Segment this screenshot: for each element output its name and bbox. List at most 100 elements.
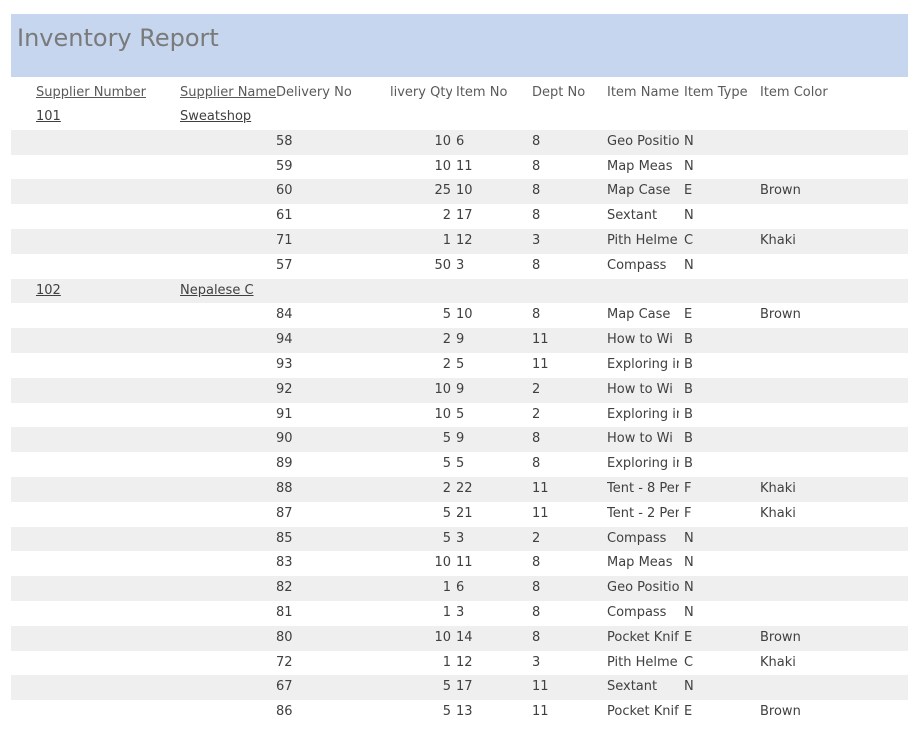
delivery-no-cell: 60 [276, 183, 293, 199]
dept-no-cell: 2 [532, 406, 541, 422]
item-type-cell: N [684, 605, 694, 620]
delivery-qty-cell: 10 [434, 133, 451, 149]
item-type-cell: E [684, 307, 693, 323]
item-no-cell: 10 [456, 183, 473, 199]
item-type-cell: N [684, 158, 694, 174]
delivery-qty-cell: 10 [434, 555, 451, 571]
dept-no-cell: 3 [532, 654, 541, 670]
item-no-cell: 11 [456, 158, 473, 174]
delivery-qty-cell: 10 [434, 381, 451, 397]
delivery-no-cell: 71 [276, 233, 293, 248]
table-row [11, 526, 908, 552]
item-type-cell: B [684, 456, 693, 472]
item-type-cell: N [684, 257, 694, 273]
item-name-cell: Map Meas [607, 555, 673, 571]
item-type-cell: B [684, 357, 693, 372]
dept-no-cell: 8 [532, 580, 541, 596]
delivery-qty-cell: 10 [434, 629, 451, 645]
table-row [11, 377, 908, 403]
delivery-no-cell: 61 [276, 208, 293, 224]
header-supplier-name[interactable]: Supplier Name [180, 85, 277, 100]
delivery-qty-cell: 5 [442, 530, 451, 546]
dept-no-cell: 2 [532, 381, 541, 397]
item-name-cell: Compass [607, 530, 667, 546]
item-type-cell: B [684, 381, 693, 397]
dept-no-cell: 8 [532, 456, 541, 472]
item-no-cell: 17 [456, 208, 473, 224]
item-name-cell: Compass [607, 605, 667, 620]
delivery-qty-cell: 2 [442, 357, 451, 372]
delivery-qty-cell: 5 [442, 307, 451, 323]
item-color-cell: Brown [760, 307, 801, 323]
item-type-cell: B [684, 332, 693, 348]
delivery-no-cell: 57 [276, 257, 293, 273]
dept-no-cell: 11 [532, 357, 549, 372]
delivery-no-cell: 86 [276, 704, 293, 720]
delivery-qty-cell: 10 [434, 406, 451, 422]
dept-no-cell: 8 [532, 158, 541, 174]
delivery-qty-cell: 50 [434, 257, 451, 273]
item-no-cell: 17 [456, 679, 473, 695]
delivery-no-cell: 88 [276, 481, 293, 496]
header-item-name: Item Name [607, 85, 680, 100]
table-row [11, 675, 908, 701]
dept-no-cell: 8 [532, 183, 541, 199]
item-type-cell: N [684, 555, 694, 571]
dept-no-cell: 11 [532, 679, 549, 695]
item-name-cell: Exploring in [607, 406, 679, 422]
table-row [11, 427, 908, 453]
dept-no-cell: 11 [532, 332, 549, 348]
delivery-no-cell: 91 [276, 406, 293, 422]
supplier-name-link[interactable]: Nepalese C [180, 282, 254, 298]
item-no-cell: 5 [456, 357, 465, 372]
item-type-cell: N [684, 208, 694, 224]
table-row [11, 328, 908, 353]
table-row [11, 477, 908, 502]
header-dept-no: Dept No [532, 85, 586, 100]
item-no-cell: 9 [456, 381, 465, 397]
item-no-cell: 21 [456, 505, 473, 521]
delivery-no-cell: 58 [276, 133, 293, 149]
delivery-no-cell: 90 [276, 431, 293, 447]
group-header-row [11, 278, 908, 304]
delivery-no-cell: 81 [276, 605, 293, 620]
item-no-cell: 3 [456, 605, 465, 620]
item-name-cell: Sextant [607, 208, 658, 224]
delivery-qty-cell: 1 [442, 654, 451, 670]
header-delivery-no: Delivery No [276, 85, 352, 100]
supplier-number-link[interactable]: 102 [36, 282, 61, 298]
report-header-band: Inventory Report [11, 14, 908, 77]
item-name-cell: How to Wi [607, 381, 673, 397]
dept-no-cell: 8 [532, 208, 541, 224]
item-no-cell: 10 [456, 307, 473, 323]
header-item-no: Item No [456, 85, 508, 100]
item-no-cell: 6 [456, 133, 465, 149]
supplier-name-link[interactable]: Sweatshop [180, 109, 252, 124]
item-no-cell: 9 [456, 431, 465, 447]
delivery-no-cell: 67 [276, 679, 293, 695]
table-row [11, 625, 908, 651]
item-type-cell: E [684, 704, 693, 720]
item-name-cell: Compass [607, 257, 667, 273]
item-type-cell: B [684, 431, 693, 447]
item-type-cell: C [684, 233, 694, 248]
item-type-cell: N [684, 580, 694, 596]
item-color-cell: Khaki [760, 654, 796, 670]
item-name-cell: Tent - 8 Per [607, 481, 679, 496]
delivery-qty-cell: 5 [442, 704, 451, 720]
item-name-cell: How to Wi [607, 431, 673, 447]
item-name-cell: Tent - 2 Per [607, 505, 679, 521]
delivery-qty-cell: 5 [442, 679, 451, 695]
table-row [11, 229, 908, 254]
delivery-no-cell: 93 [276, 357, 293, 372]
supplier-number-link[interactable]: 101 [36, 109, 61, 124]
dept-no-cell: 8 [532, 629, 541, 645]
delivery-qty-cell: 2 [442, 208, 451, 224]
dept-no-cell: 8 [532, 257, 541, 273]
item-name-cell: Pith Helme [607, 654, 678, 670]
header-supplier-number[interactable]: Supplier Number [36, 85, 146, 100]
dept-no-cell: 3 [532, 233, 541, 248]
item-no-cell: 3 [456, 530, 465, 546]
item-color-cell: Brown [760, 629, 801, 645]
item-name-cell: Map Meas [607, 158, 673, 174]
